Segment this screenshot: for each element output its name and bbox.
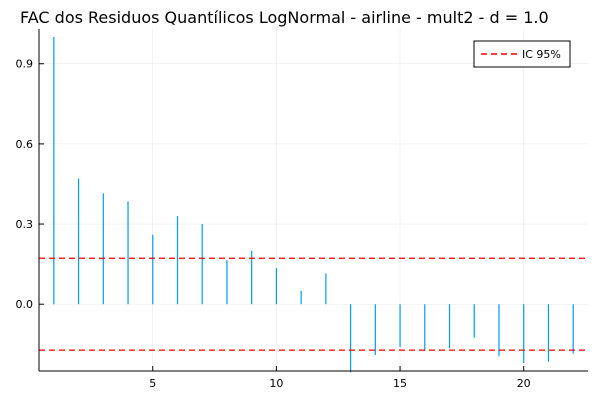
y-tick-label: 0.9: [16, 58, 34, 71]
legend: IC 95%: [473, 40, 571, 68]
chart-title: FAC dos Residuos Quantílicos LogNormal -…: [20, 8, 549, 27]
y-tick-labels: 0.0 0.3 0.6 0.9: [16, 58, 34, 311]
legend-label: IC 95%: [522, 48, 561, 61]
x-tick-label: 5: [149, 377, 156, 390]
x-tick-label: 10: [269, 377, 283, 390]
y-tick-label: 0.3: [16, 218, 34, 231]
confidence-lines: [39, 257, 588, 351]
axes: [38, 29, 588, 372]
y-tick-label: 0.0: [16, 298, 34, 311]
x-tick-labels: 5 10 15 20: [149, 377, 530, 390]
x-tick-label: 15: [393, 377, 407, 390]
grid: [39, 29, 588, 371]
y-tick-label: 0.6: [16, 138, 34, 151]
x-tick-label: 20: [517, 377, 531, 390]
legend-box: [473, 40, 571, 68]
acf-bars: [53, 37, 574, 373]
